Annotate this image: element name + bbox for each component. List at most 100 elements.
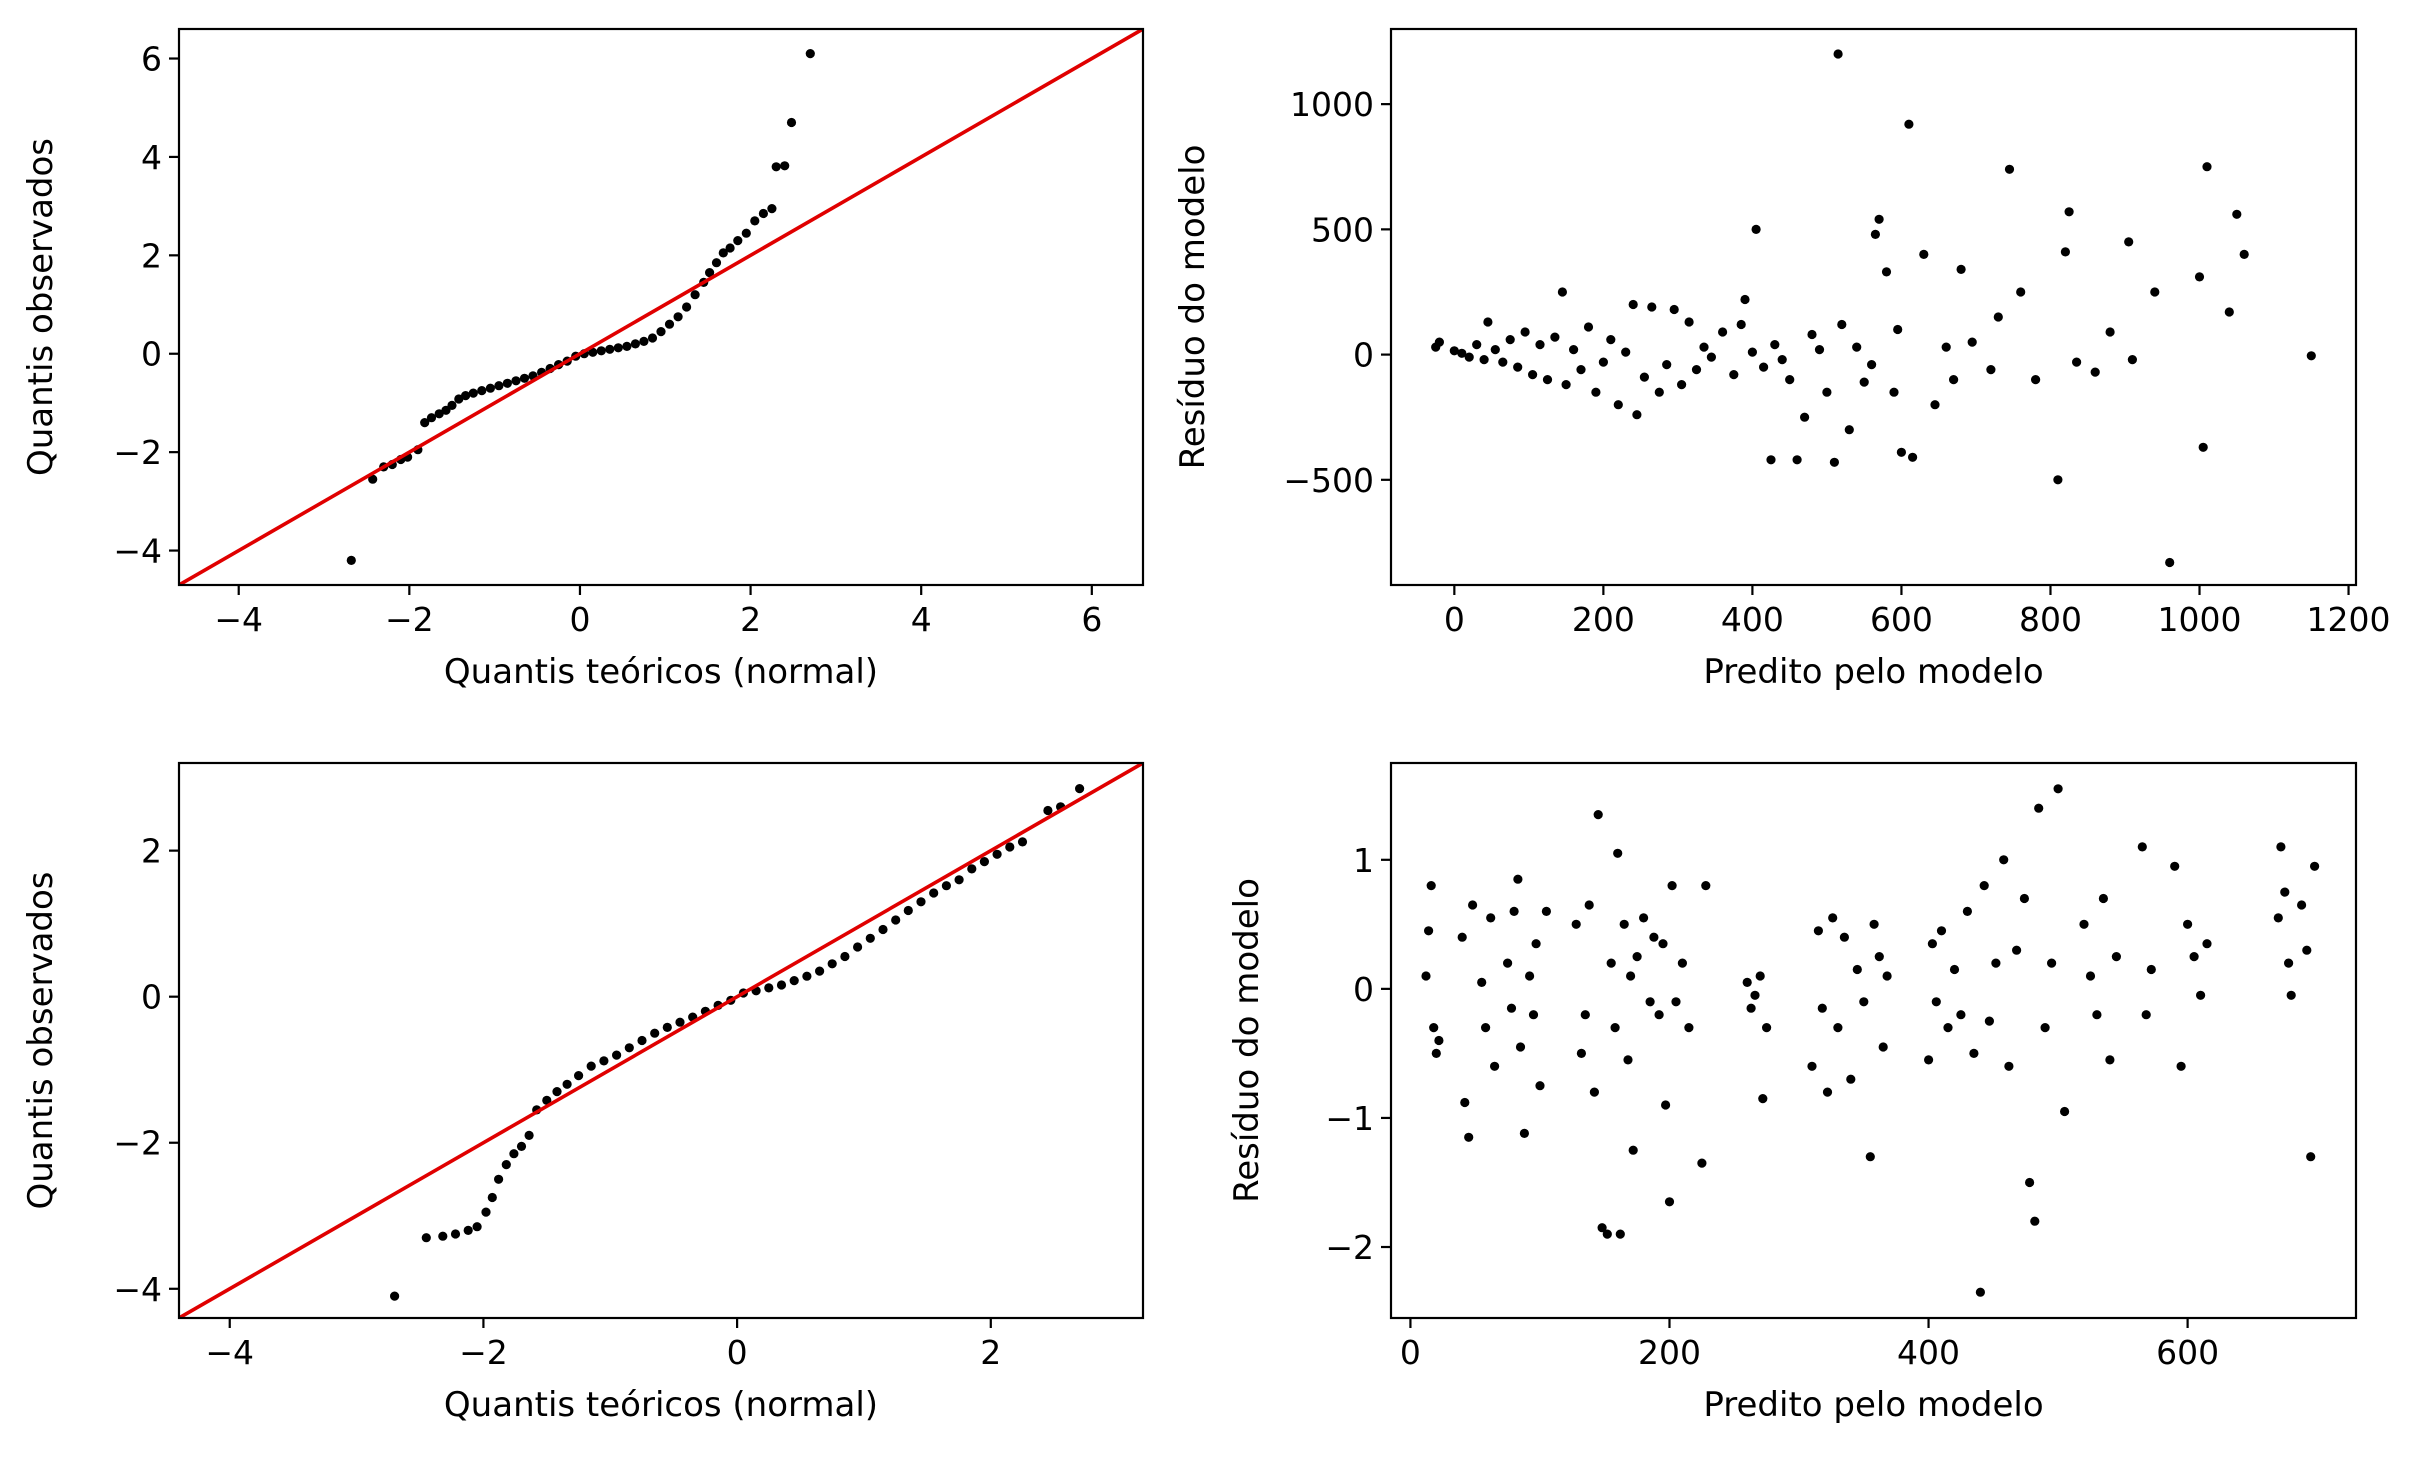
data-point xyxy=(1571,919,1581,929)
data-point xyxy=(2150,287,2160,297)
data-point xyxy=(2310,861,2320,871)
data-point xyxy=(494,1174,504,1184)
data-point xyxy=(463,1225,473,1235)
data-point xyxy=(1975,1287,1985,1297)
data-point xyxy=(2053,784,2063,794)
data-point xyxy=(1017,837,1028,847)
data-point xyxy=(622,341,632,351)
data-point xyxy=(1671,997,1681,1007)
data-point xyxy=(1557,287,1567,297)
data-point xyxy=(1613,848,1623,858)
data-point xyxy=(2012,945,2022,955)
data-point xyxy=(1528,370,1538,380)
data-point xyxy=(1755,971,1765,981)
data-point xyxy=(1513,874,1523,884)
data-point xyxy=(1513,362,1523,372)
data-point xyxy=(2196,990,2206,1000)
y-tick-label: −4 xyxy=(113,532,162,571)
data-point xyxy=(2165,557,2175,568)
data-point xyxy=(1589,1087,1599,1097)
data-point xyxy=(1584,900,1594,910)
data-point xyxy=(1807,329,1817,340)
data-point xyxy=(1505,335,1515,345)
data-point xyxy=(827,959,837,969)
data-point xyxy=(2019,893,2029,904)
data-point xyxy=(1846,1074,1856,1084)
data-point xyxy=(1662,360,1672,370)
data-point xyxy=(802,971,812,981)
data-point xyxy=(2098,893,2108,904)
data-point xyxy=(346,555,356,566)
data-point xyxy=(2025,1177,2035,1188)
data-point xyxy=(562,1079,572,1089)
data-point xyxy=(1606,958,1616,968)
y-tick-label: 4 xyxy=(141,138,162,177)
data-point xyxy=(2141,1010,2151,1020)
x-tick-label: 0 xyxy=(1400,1333,1421,1372)
data-point xyxy=(1661,1100,1671,1110)
data-point xyxy=(1424,926,1434,936)
data-point xyxy=(1697,1158,1707,1168)
x-tick-label: −2 xyxy=(385,600,434,639)
data-point xyxy=(2306,1152,2316,1162)
data-point xyxy=(1576,1048,1586,1058)
reference-line xyxy=(179,29,1143,585)
data-point xyxy=(682,302,692,312)
data-point xyxy=(2297,900,2307,910)
data-point xyxy=(420,418,430,428)
data-point xyxy=(815,966,825,976)
data-point xyxy=(1878,1042,1888,1052)
data-point xyxy=(1684,317,1694,327)
data-point xyxy=(1519,1128,1529,1138)
data-point xyxy=(1525,971,1535,981)
data-point xyxy=(1747,347,1757,357)
data-point xyxy=(771,162,781,172)
data-point xyxy=(1580,1010,1590,1020)
data-point xyxy=(516,1141,527,1151)
data-point xyxy=(1718,327,1728,337)
data-point xyxy=(1569,345,1579,355)
data-point xyxy=(2286,990,2296,1000)
data-point xyxy=(711,258,722,268)
data-point xyxy=(1930,400,1940,410)
x-tick-label: 2 xyxy=(740,600,761,639)
data-point xyxy=(1667,881,1677,891)
data-point xyxy=(1481,1023,1491,1033)
data-point xyxy=(1736,319,1746,330)
data-point xyxy=(2030,1216,2040,1226)
y-axis-label: Quantis observados xyxy=(21,138,61,476)
x-tick-label: 6 xyxy=(1081,600,1102,639)
data-point xyxy=(502,378,512,388)
data-point xyxy=(2034,803,2044,813)
data-point xyxy=(1956,1010,1966,1020)
data-point xyxy=(1839,932,1849,942)
data-point xyxy=(1833,49,1843,59)
x-tick-label: −4 xyxy=(205,1333,254,1372)
data-point xyxy=(1498,357,1508,367)
data-point xyxy=(1777,355,1787,365)
data-point xyxy=(1528,1010,1539,1020)
data-point xyxy=(1426,881,1436,891)
data-point xyxy=(2189,952,2199,962)
data-point xyxy=(1639,913,1649,923)
data-point xyxy=(929,888,939,898)
data-point xyxy=(1759,362,1769,372)
data-point xyxy=(477,386,487,396)
data-point xyxy=(1684,1023,1694,1033)
data-point xyxy=(509,1149,519,1159)
data-point xyxy=(2085,971,2096,981)
data-point xyxy=(501,1160,511,1170)
data-point xyxy=(1457,932,1467,942)
data-point xyxy=(2004,164,2015,174)
data-point xyxy=(1746,1003,1756,1013)
data-point xyxy=(1515,1042,1526,1052)
data-point xyxy=(776,980,787,990)
data-point xyxy=(789,976,799,986)
data-point xyxy=(639,336,649,346)
data-point xyxy=(2280,887,2290,897)
points xyxy=(346,49,815,566)
data-point xyxy=(1967,337,1977,347)
data-point xyxy=(1706,352,1716,362)
data-point xyxy=(1628,1145,1638,1155)
data-point xyxy=(1531,939,1541,949)
